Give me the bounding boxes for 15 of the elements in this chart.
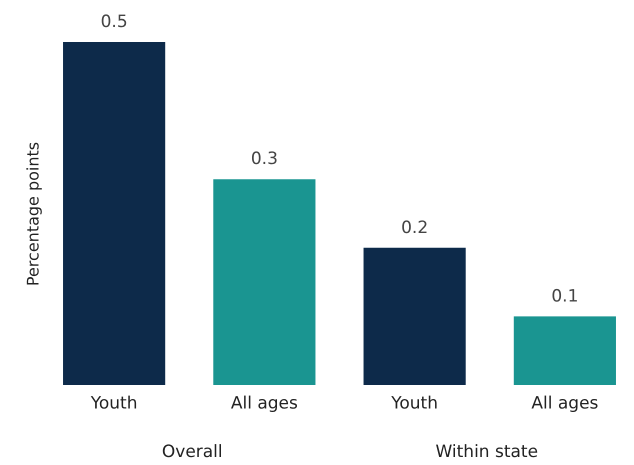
x-tick-label: All ages xyxy=(531,394,599,414)
y-axis-title: Percentage points xyxy=(24,142,42,286)
x-tick-label: All ages xyxy=(230,394,298,414)
text: Within state xyxy=(435,442,538,462)
x-tick-label: Youth xyxy=(390,394,438,414)
bar xyxy=(213,179,316,385)
text: Overall xyxy=(162,442,223,462)
x-tick-label: Youth xyxy=(90,394,138,414)
bar xyxy=(63,42,166,385)
data-label: 0.3 xyxy=(250,149,278,170)
data-label: 0.5 xyxy=(100,12,128,32)
bar xyxy=(514,316,616,385)
data-label: 0.1 xyxy=(551,286,578,306)
data-label: 0.2 xyxy=(401,218,428,238)
bar xyxy=(364,248,466,385)
